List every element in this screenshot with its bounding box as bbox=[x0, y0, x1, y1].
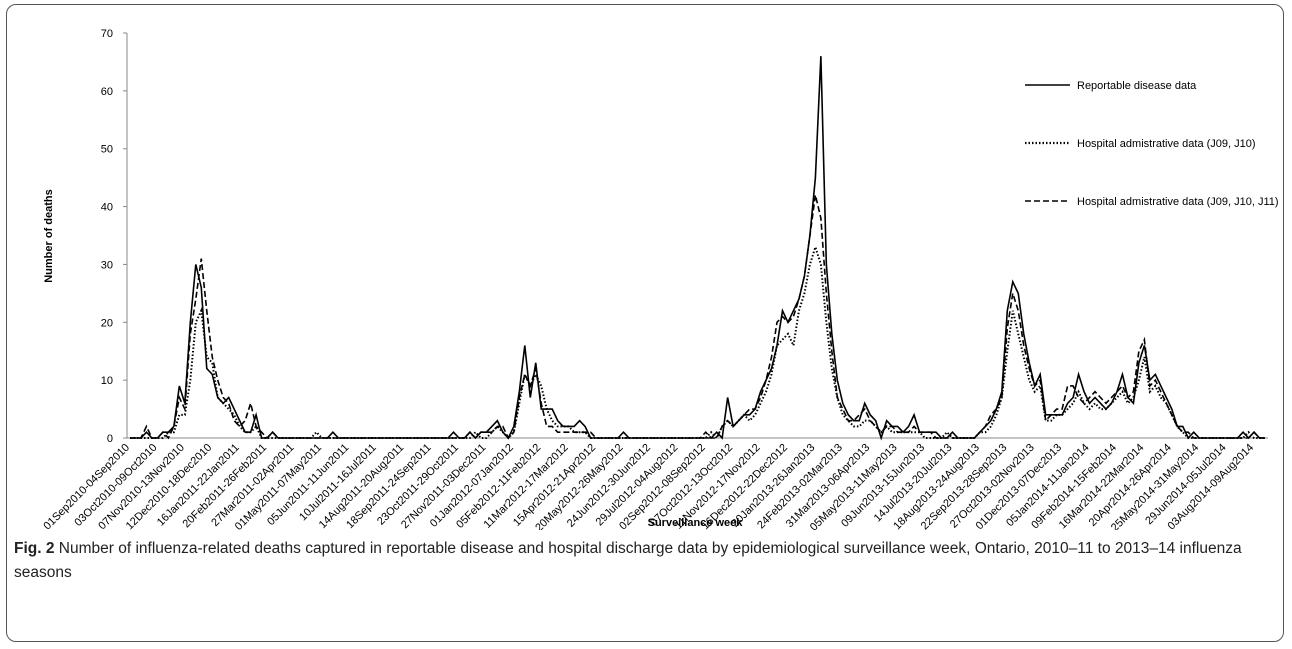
legend-label: Hospital admistrative data (J09, J10, J1… bbox=[1077, 196, 1279, 208]
y-tick-label: 10 bbox=[101, 375, 113, 387]
series-line bbox=[130, 194, 1265, 440]
legend-label: Reportable disease data bbox=[1077, 80, 1197, 92]
legend-label: Hospital admistrative data (J09, J10) bbox=[1077, 138, 1256, 150]
y-tick-label: 0 bbox=[107, 433, 113, 445]
y-tick-label: 70 bbox=[101, 28, 113, 40]
y-tick-label: 30 bbox=[101, 259, 113, 271]
y-tick-label: 20 bbox=[101, 317, 113, 329]
caption-label: Fig. 2 bbox=[14, 540, 55, 557]
figure-frame bbox=[6, 4, 1284, 642]
chart: Number of deaths Surveillance week 0 10 20… bbox=[41, 28, 1279, 530]
series-line bbox=[130, 243, 1265, 440]
series-line bbox=[130, 56, 1265, 441]
y-tick-label: 50 bbox=[101, 144, 113, 156]
y-axis-title: Number of deaths bbox=[43, 189, 55, 283]
y-tick-label: 60 bbox=[101, 86, 113, 98]
caption: Fig. 2 Number of influenza-related death… bbox=[14, 537, 1264, 585]
caption-text: Number of influenza-related deaths captu… bbox=[14, 540, 1242, 581]
y-tick-label: 40 bbox=[101, 202, 113, 214]
x-axis-title: Surveillance week bbox=[648, 517, 744, 529]
